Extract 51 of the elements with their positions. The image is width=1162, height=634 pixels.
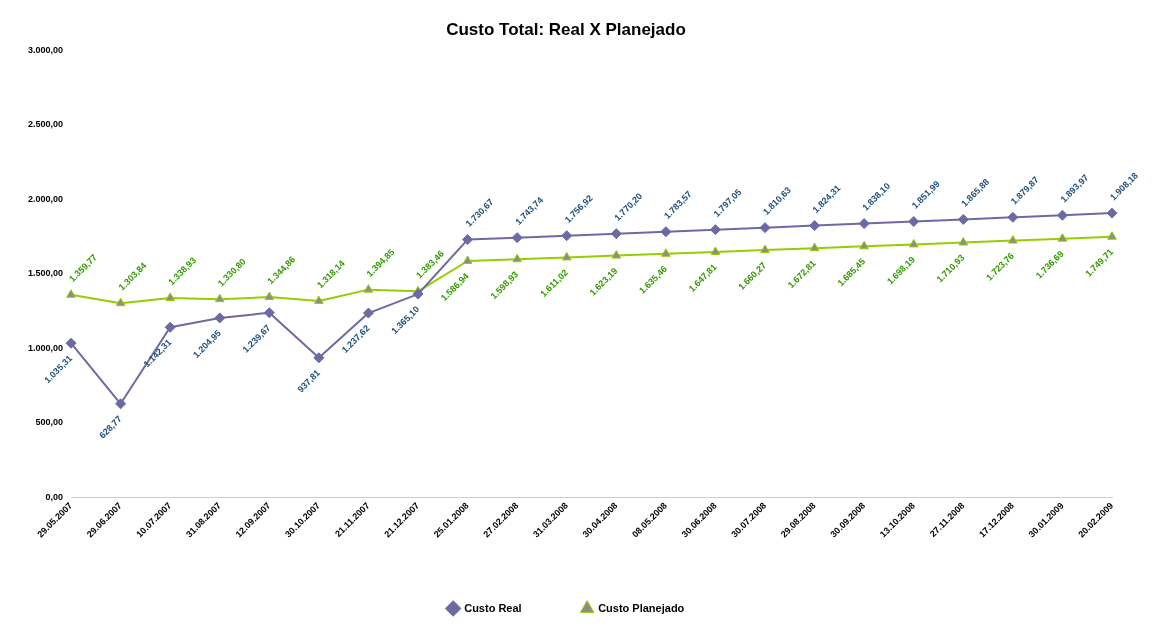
point: [660, 226, 672, 238]
point: [263, 307, 275, 319]
point: [1008, 235, 1018, 244]
point: [214, 293, 225, 303]
point: [363, 284, 374, 293]
point: [1057, 233, 1068, 242]
point: [314, 295, 324, 305]
point: [760, 244, 770, 254]
y-tick-label: 1.000,00: [27, 342, 64, 353]
point: [65, 337, 77, 349]
point: [661, 248, 671, 257]
legend-label: Custo Planejado: [598, 601, 685, 614]
point: [611, 250, 622, 259]
y-tick-label: 500,00: [35, 417, 64, 428]
point: [858, 218, 870, 230]
point: [66, 289, 76, 298]
point: [710, 246, 721, 255]
point: [412, 288, 424, 300]
point: [462, 255, 473, 264]
point: [511, 232, 523, 244]
point: [214, 312, 226, 324]
point: [809, 220, 821, 232]
point: [957, 213, 969, 225]
y-tick-label: 2.500,00: [27, 119, 64, 130]
point: [362, 307, 374, 319]
y-tick-label: 2.000,00: [27, 193, 64, 204]
point: [561, 251, 572, 261]
point: [1056, 209, 1068, 221]
point: [1107, 231, 1117, 240]
y-tick-label: 1.500,00: [27, 268, 64, 279]
point: [809, 242, 820, 252]
y-tick-label: 0,00: [45, 492, 64, 502]
point: [561, 230, 573, 242]
point: [512, 253, 522, 263]
point: [859, 240, 869, 250]
point: [908, 216, 920, 227]
point: [264, 291, 275, 301]
point: [759, 222, 771, 234]
legend-label: Custo Real: [464, 601, 522, 614]
point: [958, 237, 969, 246]
point: [115, 398, 127, 410]
point: [313, 352, 325, 364]
point: [462, 234, 474, 246]
y-tick-label: 3.000,00: [27, 44, 64, 55]
point: [908, 238, 919, 248]
point: [1007, 211, 1019, 223]
chart-title: Custo Total: Real X Planejado: [446, 19, 686, 39]
point: [165, 292, 175, 301]
point: [115, 297, 126, 307]
point: [164, 321, 176, 333]
point: [1106, 207, 1118, 219]
